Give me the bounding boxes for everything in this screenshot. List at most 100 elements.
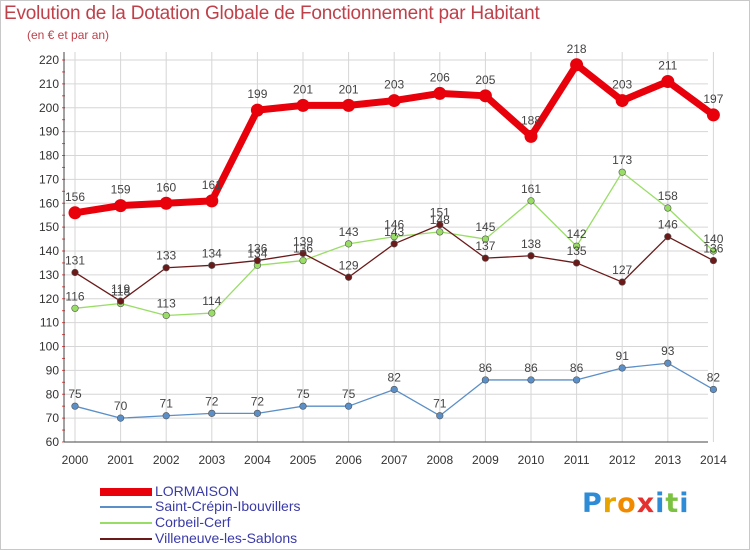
data-point bbox=[71, 402, 79, 410]
data-label: 75 bbox=[68, 387, 82, 401]
data-point bbox=[664, 359, 672, 367]
y-tick-label: 60 bbox=[46, 435, 60, 449]
data-point bbox=[208, 309, 216, 317]
data-point bbox=[436, 412, 444, 420]
logo-letter: i bbox=[679, 488, 690, 519]
data-point bbox=[299, 256, 307, 265]
data-point bbox=[481, 235, 490, 243]
data-point bbox=[208, 409, 216, 417]
data-point bbox=[618, 168, 626, 176]
y-tick-label: 140 bbox=[39, 244, 59, 258]
data-label: 218 bbox=[567, 42, 587, 56]
data-label: 75 bbox=[296, 387, 310, 401]
data-label: 86 bbox=[479, 361, 493, 375]
y-tick-label: 210 bbox=[39, 77, 59, 91]
data-label: 158 bbox=[658, 189, 678, 203]
data-point bbox=[71, 268, 79, 277]
data-label: 86 bbox=[524, 361, 538, 375]
data-point bbox=[436, 221, 444, 229]
data-point bbox=[68, 206, 82, 220]
data-label: 139 bbox=[293, 234, 313, 248]
data-point bbox=[527, 252, 535, 260]
data-point bbox=[299, 402, 307, 410]
data-label: 143 bbox=[339, 225, 359, 239]
x-tick-label: 2014 bbox=[700, 453, 727, 467]
data-label: 75 bbox=[342, 387, 356, 401]
data-label: 205 bbox=[475, 73, 495, 87]
legend-label: LORMAISON bbox=[155, 483, 240, 499]
data-point bbox=[527, 376, 535, 384]
data-label: 146 bbox=[384, 218, 404, 232]
x-tick-label: 2003 bbox=[198, 453, 225, 467]
data-point bbox=[345, 240, 353, 248]
x-tick-label: 2002 bbox=[153, 453, 180, 467]
data-label: 148 bbox=[430, 213, 450, 227]
data-label: 134 bbox=[247, 246, 267, 260]
data-label: 119 bbox=[111, 282, 130, 296]
data-point bbox=[664, 204, 672, 212]
data-label: 199 bbox=[247, 87, 267, 101]
logo-letter: P bbox=[582, 488, 603, 519]
y-tick-label: 110 bbox=[40, 316, 59, 330]
data-label: 71 bbox=[160, 397, 174, 411]
legend-swatch bbox=[100, 522, 152, 524]
logo-letter: t bbox=[665, 488, 680, 519]
y-tick-label: 190 bbox=[39, 125, 59, 139]
logo-letter: i bbox=[655, 488, 666, 519]
data-label: 70 bbox=[114, 399, 128, 413]
data-label: 197 bbox=[703, 92, 723, 106]
data-label: 129 bbox=[339, 258, 359, 272]
y-tick-label: 200 bbox=[39, 101, 59, 115]
data-point bbox=[478, 89, 492, 103]
data-point bbox=[342, 98, 356, 112]
data-point bbox=[570, 58, 584, 72]
x-tick-label: 2013 bbox=[654, 453, 681, 467]
data-point bbox=[250, 103, 264, 117]
logo-letter: x bbox=[636, 488, 656, 519]
x-tick-label: 2000 bbox=[62, 453, 89, 467]
data-label: 136 bbox=[247, 242, 267, 256]
data-label: 131 bbox=[65, 253, 85, 267]
data-point bbox=[481, 254, 490, 262]
data-label: 160 bbox=[156, 180, 176, 194]
x-tick-label: 2009 bbox=[472, 453, 499, 467]
data-label: 82 bbox=[707, 370, 721, 384]
data-point bbox=[433, 86, 447, 100]
y-tick-label: 100 bbox=[39, 340, 59, 354]
chart-title: Evolution de la Dotation Globale de Fonc… bbox=[4, 3, 540, 24]
data-point bbox=[390, 385, 398, 394]
x-tick-label: 2012 bbox=[609, 453, 636, 467]
data-label: 142 bbox=[567, 227, 587, 241]
data-point bbox=[615, 94, 629, 108]
data-point bbox=[345, 402, 353, 410]
y-tick-label: 90 bbox=[46, 363, 60, 377]
logo-letter: o bbox=[617, 488, 637, 519]
y-tick-label: 130 bbox=[39, 268, 59, 282]
data-point bbox=[572, 242, 581, 250]
data-point bbox=[661, 74, 675, 88]
data-label: 72 bbox=[251, 394, 265, 408]
data-label: 72 bbox=[205, 394, 219, 408]
data-label: 93 bbox=[661, 344, 675, 358]
x-tick-label: 2011 bbox=[564, 453, 590, 467]
data-label: 136 bbox=[293, 242, 313, 256]
data-label: 91 bbox=[616, 349, 630, 363]
data-label: 127 bbox=[612, 263, 632, 277]
data-point bbox=[205, 194, 219, 208]
y-tick-label: 220 bbox=[39, 53, 59, 67]
data-point bbox=[706, 108, 720, 122]
data-label: 137 bbox=[475, 239, 495, 253]
data-label: 203 bbox=[384, 78, 404, 92]
data-label: 140 bbox=[703, 232, 723, 246]
data-point bbox=[481, 376, 490, 384]
legend-label: Villeneuve-les-Sablons bbox=[155, 530, 298, 546]
logo-letter: r bbox=[602, 488, 618, 519]
data-point bbox=[253, 256, 261, 265]
data-label: 161 bbox=[521, 182, 541, 196]
data-point bbox=[709, 256, 718, 265]
data-label: 138 bbox=[521, 237, 541, 251]
data-point bbox=[162, 311, 170, 320]
data-label: 201 bbox=[293, 82, 313, 96]
data-label: 133 bbox=[156, 249, 176, 263]
y-tick-label: 160 bbox=[39, 196, 59, 210]
